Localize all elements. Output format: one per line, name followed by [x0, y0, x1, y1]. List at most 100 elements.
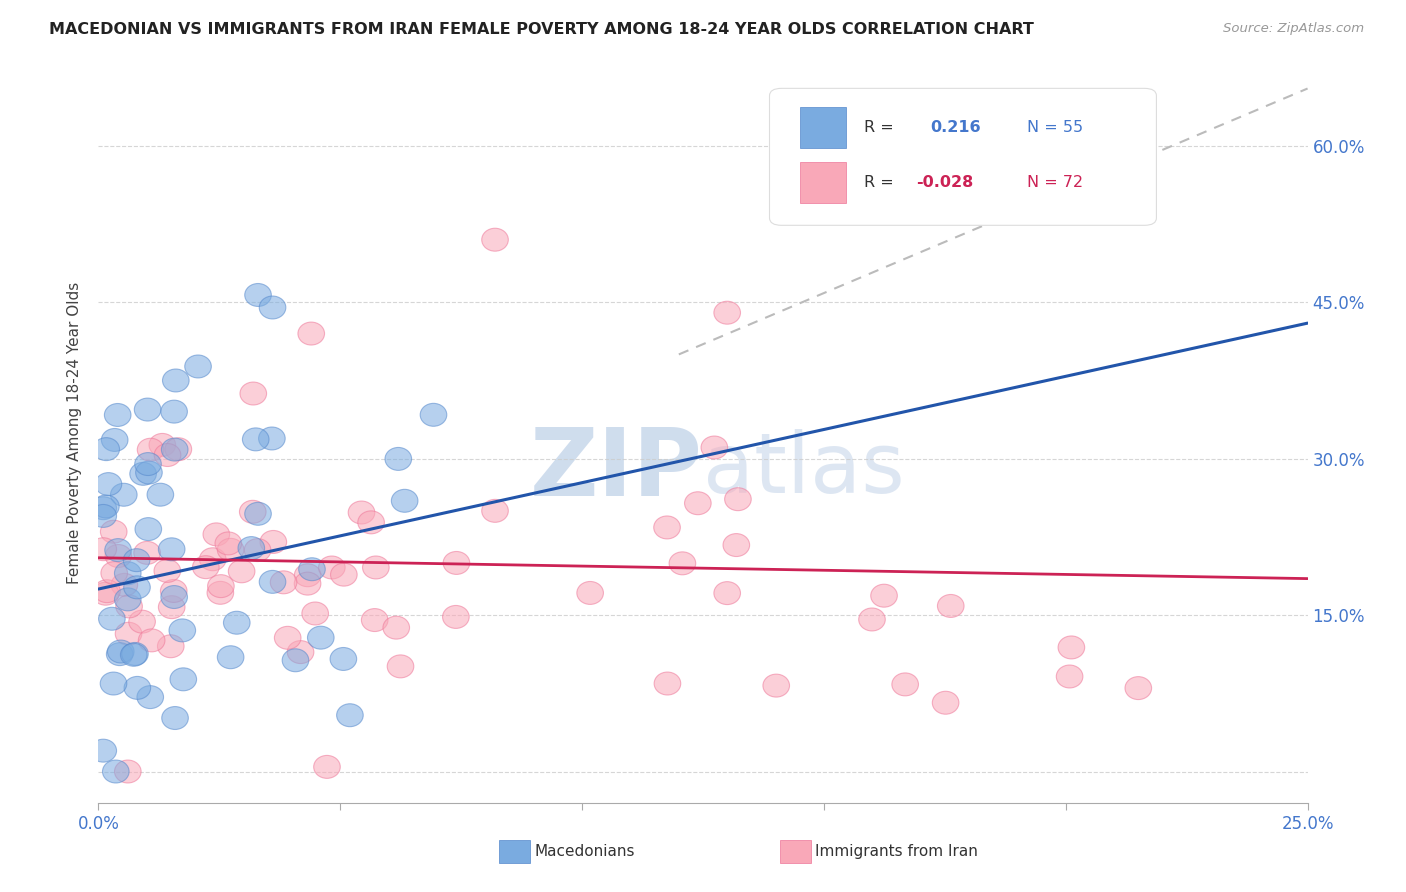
Text: N = 55: N = 55: [1026, 120, 1083, 135]
Ellipse shape: [105, 539, 131, 562]
Ellipse shape: [129, 462, 156, 485]
Ellipse shape: [654, 516, 681, 539]
Ellipse shape: [357, 511, 384, 533]
Ellipse shape: [202, 523, 229, 546]
Text: 0.216: 0.216: [931, 120, 981, 135]
Text: ZIP: ZIP: [530, 424, 703, 516]
Ellipse shape: [208, 574, 235, 598]
Ellipse shape: [115, 595, 142, 618]
Ellipse shape: [90, 497, 117, 520]
FancyBboxPatch shape: [800, 162, 845, 203]
Ellipse shape: [98, 607, 125, 631]
Ellipse shape: [242, 428, 269, 450]
Ellipse shape: [136, 686, 163, 708]
Ellipse shape: [111, 574, 138, 597]
FancyBboxPatch shape: [780, 840, 811, 863]
Ellipse shape: [714, 301, 741, 324]
Ellipse shape: [93, 582, 120, 605]
Ellipse shape: [200, 548, 226, 571]
Ellipse shape: [349, 501, 375, 524]
Ellipse shape: [165, 438, 191, 460]
Text: N = 72: N = 72: [1026, 175, 1083, 190]
Ellipse shape: [138, 438, 165, 461]
Ellipse shape: [443, 551, 470, 574]
Ellipse shape: [184, 355, 211, 378]
Ellipse shape: [238, 537, 264, 559]
Ellipse shape: [159, 538, 186, 561]
Ellipse shape: [90, 538, 117, 561]
Ellipse shape: [100, 672, 127, 695]
Ellipse shape: [107, 640, 134, 663]
Ellipse shape: [387, 655, 413, 678]
Text: Source: ZipAtlas.com: Source: ZipAtlas.com: [1223, 22, 1364, 36]
Ellipse shape: [224, 611, 250, 634]
Ellipse shape: [723, 533, 749, 557]
Ellipse shape: [287, 640, 314, 664]
FancyBboxPatch shape: [769, 88, 1157, 226]
Ellipse shape: [122, 642, 148, 665]
Ellipse shape: [138, 629, 165, 652]
Ellipse shape: [121, 643, 148, 666]
Ellipse shape: [685, 491, 711, 515]
Ellipse shape: [162, 438, 188, 461]
Y-axis label: Female Poverty Among 18-24 Year Olds: Female Poverty Among 18-24 Year Olds: [67, 282, 83, 583]
Ellipse shape: [169, 619, 195, 642]
Ellipse shape: [330, 648, 357, 671]
Ellipse shape: [274, 626, 301, 649]
Ellipse shape: [124, 576, 150, 599]
Ellipse shape: [96, 473, 122, 496]
Ellipse shape: [218, 646, 243, 669]
Ellipse shape: [330, 563, 357, 586]
Ellipse shape: [294, 572, 321, 595]
Ellipse shape: [162, 706, 188, 730]
Ellipse shape: [163, 369, 188, 392]
Ellipse shape: [294, 564, 321, 587]
Ellipse shape: [90, 739, 117, 762]
Ellipse shape: [148, 483, 174, 506]
Ellipse shape: [124, 549, 150, 572]
Ellipse shape: [298, 558, 325, 581]
Ellipse shape: [240, 382, 267, 405]
Ellipse shape: [319, 556, 344, 579]
Ellipse shape: [90, 505, 117, 527]
Ellipse shape: [245, 539, 271, 562]
Ellipse shape: [1059, 636, 1084, 659]
Ellipse shape: [576, 582, 603, 605]
Ellipse shape: [259, 570, 285, 593]
Ellipse shape: [482, 228, 509, 252]
Ellipse shape: [714, 582, 741, 605]
Ellipse shape: [891, 673, 918, 696]
FancyBboxPatch shape: [800, 107, 845, 147]
Ellipse shape: [870, 584, 897, 607]
Ellipse shape: [100, 520, 127, 543]
Ellipse shape: [382, 616, 409, 639]
Ellipse shape: [149, 434, 176, 457]
Ellipse shape: [336, 704, 363, 727]
Ellipse shape: [302, 602, 329, 625]
Ellipse shape: [114, 760, 141, 783]
Ellipse shape: [669, 552, 696, 574]
Ellipse shape: [103, 760, 129, 783]
Ellipse shape: [1125, 677, 1152, 699]
Ellipse shape: [135, 398, 160, 421]
Text: Immigrants from Iran: Immigrants from Iran: [815, 845, 979, 859]
Ellipse shape: [420, 403, 447, 426]
Ellipse shape: [363, 556, 389, 579]
Ellipse shape: [228, 560, 254, 582]
Ellipse shape: [260, 531, 287, 553]
Ellipse shape: [654, 672, 681, 695]
Ellipse shape: [107, 642, 134, 665]
Ellipse shape: [160, 401, 187, 423]
Ellipse shape: [160, 580, 187, 602]
Ellipse shape: [207, 582, 233, 604]
Ellipse shape: [308, 626, 335, 649]
Ellipse shape: [218, 539, 243, 561]
Ellipse shape: [129, 610, 156, 633]
Text: Macedonians: Macedonians: [534, 845, 634, 859]
Ellipse shape: [259, 296, 285, 319]
Text: atlas: atlas: [703, 429, 904, 510]
Ellipse shape: [361, 608, 388, 632]
Ellipse shape: [111, 483, 138, 507]
Ellipse shape: [385, 448, 412, 470]
Ellipse shape: [93, 495, 120, 518]
